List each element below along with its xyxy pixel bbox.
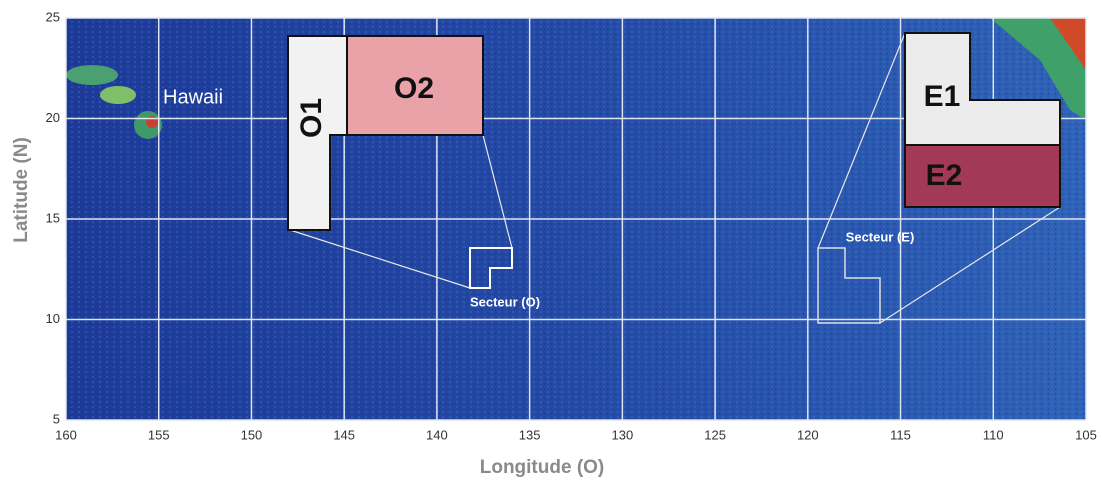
- x-tick-label: 155: [148, 427, 170, 442]
- x-tick-label: 120: [797, 427, 819, 442]
- zone-label: E2: [926, 159, 963, 192]
- x-tick-label: 140: [426, 427, 448, 442]
- x-tick-label: 125: [704, 427, 726, 442]
- x-tick-label: 160: [55, 427, 77, 442]
- zone-label: O1: [295, 98, 328, 138]
- y-tick-label: 10: [46, 311, 60, 326]
- x-tick-label: 135: [519, 427, 541, 442]
- zone-label: E1: [924, 80, 961, 113]
- place-label: Secteur (O): [470, 294, 540, 309]
- x-tick-label: 145: [333, 427, 355, 442]
- x-tick-label: 150: [241, 427, 263, 442]
- y-tick-label: 25: [46, 9, 60, 24]
- x-tick-label: 115: [890, 427, 911, 442]
- place-label: Secteur (E): [846, 229, 915, 244]
- y-tick-label: 15: [46, 210, 60, 225]
- x-tick-label: 105: [1075, 427, 1097, 442]
- y-tick-label: 5: [53, 411, 60, 426]
- x-tick-label: 130: [612, 427, 634, 442]
- zone-label: O2: [394, 72, 434, 105]
- map: O1 O2 E1 E2 Hawaii Secteur (O) Secteur (…: [0, 0, 1102, 485]
- x-axis-label: Longitude (O): [480, 457, 605, 478]
- place-label: Hawaii: [163, 86, 223, 108]
- y-axis-label: Latitude (N): [11, 137, 32, 243]
- y-tick-label: 20: [46, 110, 60, 125]
- x-tick-label: 110: [983, 427, 1004, 442]
